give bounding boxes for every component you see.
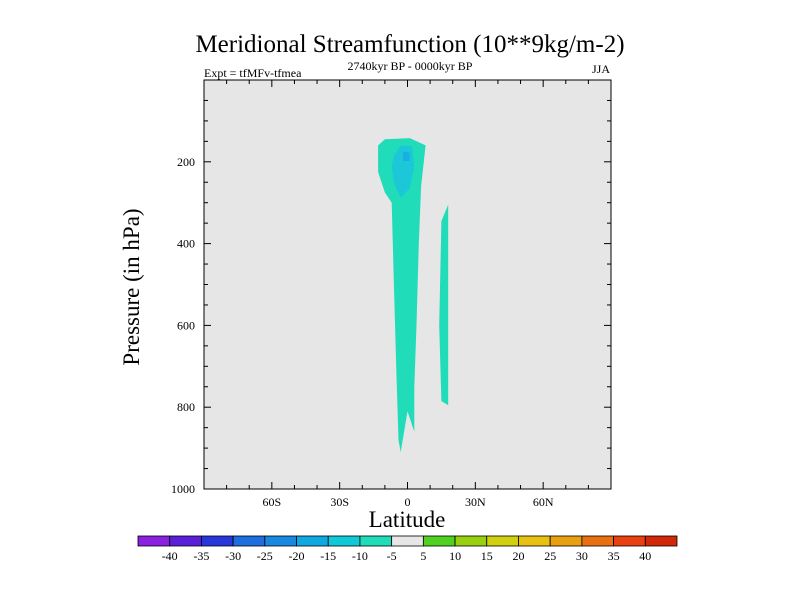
colorbar-box <box>232 535 266 547</box>
colorbar-label: -10 <box>352 549 368 563</box>
colorbar-box <box>296 535 329 547</box>
y-axis-title: Pressure (in hPa) <box>119 208 144 365</box>
colorbar-label: -25 <box>257 549 273 563</box>
y-tick-label: 600 <box>177 318 195 332</box>
colorbar-box <box>137 535 171 547</box>
contour-equatorial-upper-negative <box>378 138 426 453</box>
x-tick-label: 0 <box>405 495 411 509</box>
y-tick-label: 400 <box>177 237 195 251</box>
x-tick-label: 30S <box>330 495 349 509</box>
contour-regions <box>378 138 449 453</box>
colorbar-box <box>486 535 519 547</box>
colorbar-label: -5 <box>387 549 397 563</box>
colorbar: -40 -35 -30 -25 -20 -15 -10 -5 5 10 15 20 25 30 35 40 <box>137 535 678 563</box>
colorbar-label: -40 <box>162 549 178 563</box>
colorbar-box <box>518 535 551 547</box>
x-tick-label: 30N <box>465 495 486 509</box>
right-string: JJA <box>592 62 610 76</box>
chart-title: Meridional Streamfunction (10**9kg/m-2) <box>195 31 624 58</box>
colorbar-label: -20 <box>289 549 305 563</box>
colorbar-box <box>359 535 393 547</box>
colorbar-box <box>613 535 646 547</box>
y-tick-label: 200 <box>177 155 195 169</box>
colorbar-box <box>201 535 234 547</box>
colorbar-label: 30 <box>576 549 588 563</box>
colorbar-label: -35 <box>193 549 209 563</box>
colorbar-label: 25 <box>544 549 556 563</box>
colorbar-box <box>454 535 488 547</box>
x-axis-title: Latitude <box>369 507 446 532</box>
colorbar-label: 40 <box>639 549 651 563</box>
colorbar-box <box>644 535 678 547</box>
colorbar-label: 10 <box>449 549 461 563</box>
colorbar-label: 5 <box>420 549 426 563</box>
colorbar-box <box>581 535 614 547</box>
colorbar-label: 15 <box>481 549 493 563</box>
left-string: Expt = tfMFv-tfmea <box>204 66 302 80</box>
colorbar-box <box>391 535 424 547</box>
contour-northern-strip <box>439 204 449 406</box>
colorbar-label: -15 <box>320 549 336 563</box>
colorbar-label: 35 <box>608 549 620 563</box>
x-tick-label: 60N <box>533 495 554 509</box>
colorbar-label: 20 <box>513 549 525 563</box>
x-tick-label: 60S <box>262 495 281 509</box>
contour-upper-core-inner <box>403 151 410 161</box>
colorbar-box <box>422 535 456 547</box>
center-string: 2740kyr BP - 0000kyr BP <box>348 59 473 73</box>
colorbar-box <box>327 535 361 547</box>
y-tick-label: 800 <box>177 400 195 414</box>
axis-ticks: 60S 30S 0 30N 60N 200 400 600 800 1000 <box>171 80 611 509</box>
y-tick-label: 1000 <box>171 482 195 496</box>
colorbar-box <box>549 535 583 547</box>
colorbar-box <box>169 535 202 547</box>
colorbar-box <box>264 535 297 547</box>
colorbar-label: -30 <box>225 549 241 563</box>
